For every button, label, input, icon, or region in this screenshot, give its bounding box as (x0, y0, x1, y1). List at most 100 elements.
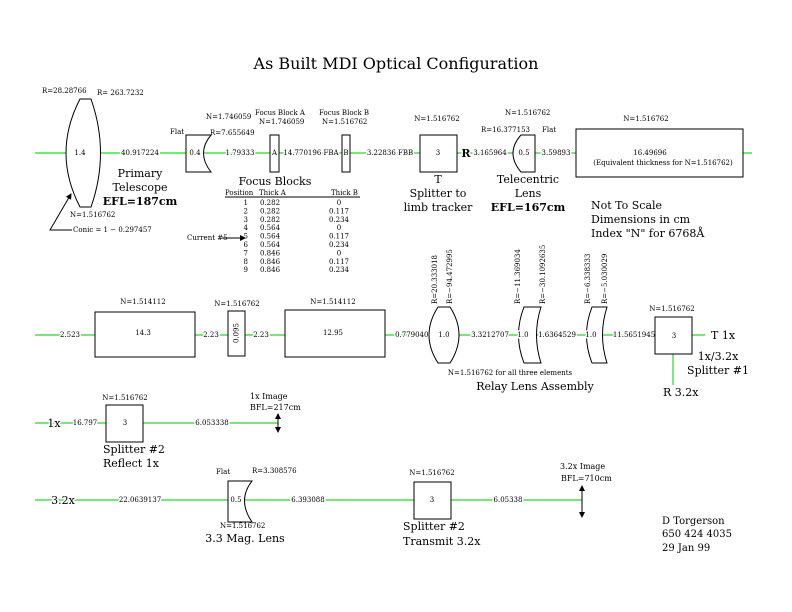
focus-table-position: 1 (244, 199, 248, 207)
splitter2t-caption: Transmit 3.2x (403, 535, 481, 548)
author-phone: 650 424 4035 (662, 529, 732, 540)
gap-label: 22.0639137 (119, 496, 161, 504)
focus-table-position: 5 (244, 233, 248, 241)
gap-label: 1.6364529 (538, 331, 576, 339)
gap-label: 14.770196 FBA (283, 149, 339, 157)
focus-block-b-n: N=1.516762 (322, 118, 367, 126)
block1-n: N=1.514112 (120, 298, 165, 306)
splitter1-reflect: R 3.2x (663, 386, 699, 399)
relay2-r2: R=−30.1092635 (539, 245, 547, 304)
author-date: 29 Jan 99 (662, 543, 710, 554)
note-line: Index "N" for 6768Å (591, 226, 705, 240)
mag-lens (227, 480, 254, 523)
relay3-r1: R=−6.338333 (584, 254, 592, 304)
negative-lens (185, 134, 213, 173)
mag-lens-n: N=1.516762 (220, 522, 265, 530)
mag-lens-thickness: 0.5 (230, 496, 241, 504)
limb-splitter-caption: Splitter to (410, 187, 467, 200)
input-3.2x: 3.2x (51, 494, 75, 507)
focus-table-thick-b: 0.117 (329, 258, 349, 266)
plate-n: N=1.516762 (214, 300, 259, 308)
focus-table-position: 9 (244, 266, 248, 274)
image-3.2x-bfl: BFL=710cm (561, 474, 612, 483)
row3-1x-path: 1x 16.797 3 N=1.516762 Splitter #2 Refle… (35, 392, 301, 470)
limb-splitter-r: R (461, 147, 471, 160)
focus-blocks-table: Focus Blocks Position Thick A Thick B 1 0… (187, 175, 360, 274)
focus-table-thick-b: 0 (337, 249, 341, 257)
splitter2r-caption: Splitter #2 (103, 443, 165, 456)
focus-table-thick-a: 0.564 (260, 233, 281, 241)
focus-table-thick-a: 0.282 (260, 216, 280, 224)
focus-table-header: Position (225, 189, 254, 197)
relay1-r2: R=−94.472995 (446, 249, 454, 304)
gap-label: 6.05338 (494, 496, 523, 504)
focus-table-thick-a: 0.564 (260, 224, 281, 232)
primary-conic: Conic = 1 − 0.297457 (73, 226, 152, 234)
focus-table-thick-a: 0.564 (260, 241, 281, 249)
focus-block-b (341, 134, 351, 173)
plate-thickness: 0.095 (233, 323, 241, 343)
neg-lens-thickness: 0.4 (189, 149, 201, 157)
focus-table-thick-b: 0 (337, 199, 341, 207)
equivalent-block-n: N=1.516762 (623, 115, 668, 123)
focus-block-a-n: N=1.746059 (259, 118, 304, 126)
notes: Not To Scale Dimensions in cm Index "N" … (591, 199, 705, 240)
gap-label: 40.917224 (121, 149, 159, 157)
block1-thickness: 14.3 (135, 329, 151, 337)
equivalent-block-note: (Equivalent thickness for N=1.516762) (593, 159, 733, 167)
relay1-thickness: 1.0 (438, 331, 449, 339)
focus-table-thick-b: 0.117 (329, 207, 349, 215)
current-position-label: Current #5 (187, 234, 228, 242)
focus-table-thick-b: 0.117 (329, 233, 349, 241)
neg-lens-r: R=7.655649 (210, 129, 255, 137)
gap-label: 6.053338 (195, 419, 228, 427)
gap-label: 3.22836 FBB (367, 149, 413, 157)
telecentric-n: N=1.516762 (505, 109, 550, 117)
equivalent-block (575, 128, 744, 178)
row1-primary-path: 1.4 R=28.28766 R= 263.7232 N=1.516762 Co… (35, 87, 752, 234)
splitter-2-reflect (105, 404, 144, 443)
telecentric-lens (512, 134, 536, 173)
focus-table-thick-a: 0.846 (260, 266, 281, 274)
focus-table-thick-b: 0 (337, 224, 341, 232)
splitter1-n: N=1.516762 (649, 305, 694, 313)
image-1x-label: 1x Image (250, 392, 288, 401)
primary-lens (65, 98, 101, 208)
primary-thickness: 1.4 (74, 149, 86, 157)
mag-lens-caption: 3.3 Mag. Lens (205, 532, 285, 545)
limb-splitter-caption: T (434, 173, 442, 186)
focus-table-thick-a: 0.282 (260, 207, 280, 215)
relay-lens-1 (428, 306, 460, 364)
telecentric-caption: Telecentric (497, 173, 559, 186)
gap-label: 2.23 (253, 331, 269, 339)
primary-caption: Telescope (113, 181, 168, 194)
thin-plate (227, 310, 246, 357)
row4-3.2x-path: 3.2x 22.0639137 0.5 Flat R=3.308576 N=1.… (35, 462, 612, 548)
limb-splitter-caption: limb tracker (404, 201, 474, 214)
splitter2t-caption: Splitter #2 (403, 520, 465, 533)
block-14-3 (94, 311, 196, 358)
focus-table-thick-a: 0.846 (260, 258, 281, 266)
diagram-title: As Built MDI Optical Configuration (253, 54, 539, 73)
focus-block-b-name: Focus Block B (319, 109, 369, 117)
telecentric-caption: EFL=167cm (491, 201, 566, 214)
author-block: D Torgerson 650 424 4035 29 Jan 99 (662, 516, 732, 554)
relay-lens-2 (518, 306, 542, 364)
splitter2r-caption: Reflect 1x (103, 457, 160, 470)
gap-label: 2.523 (60, 331, 80, 339)
splitter1-transmit: T 1x (711, 329, 736, 342)
focus-table-header: Thick A (259, 189, 287, 197)
focus-table-title: Focus Blocks (239, 175, 312, 188)
focus-block-a-label: A (271, 149, 278, 157)
equivalent-block-thickness: 16.49696 (633, 149, 667, 157)
focus-table-position: 2 (244, 207, 248, 215)
focus-block-b-label: B (343, 149, 348, 157)
gap-label: 3.165964 (473, 149, 507, 157)
note-line: Not To Scale (591, 199, 662, 212)
gap-label: 1.79333 (226, 149, 255, 157)
relay-n-note: N=1.516762 for all three elements (448, 369, 573, 377)
splitter1-caption: 1x/3.2x (698, 350, 739, 363)
image-3.2x-label: 3.2x Image (560, 462, 605, 471)
gap-label: 0.7790401 (395, 331, 433, 339)
